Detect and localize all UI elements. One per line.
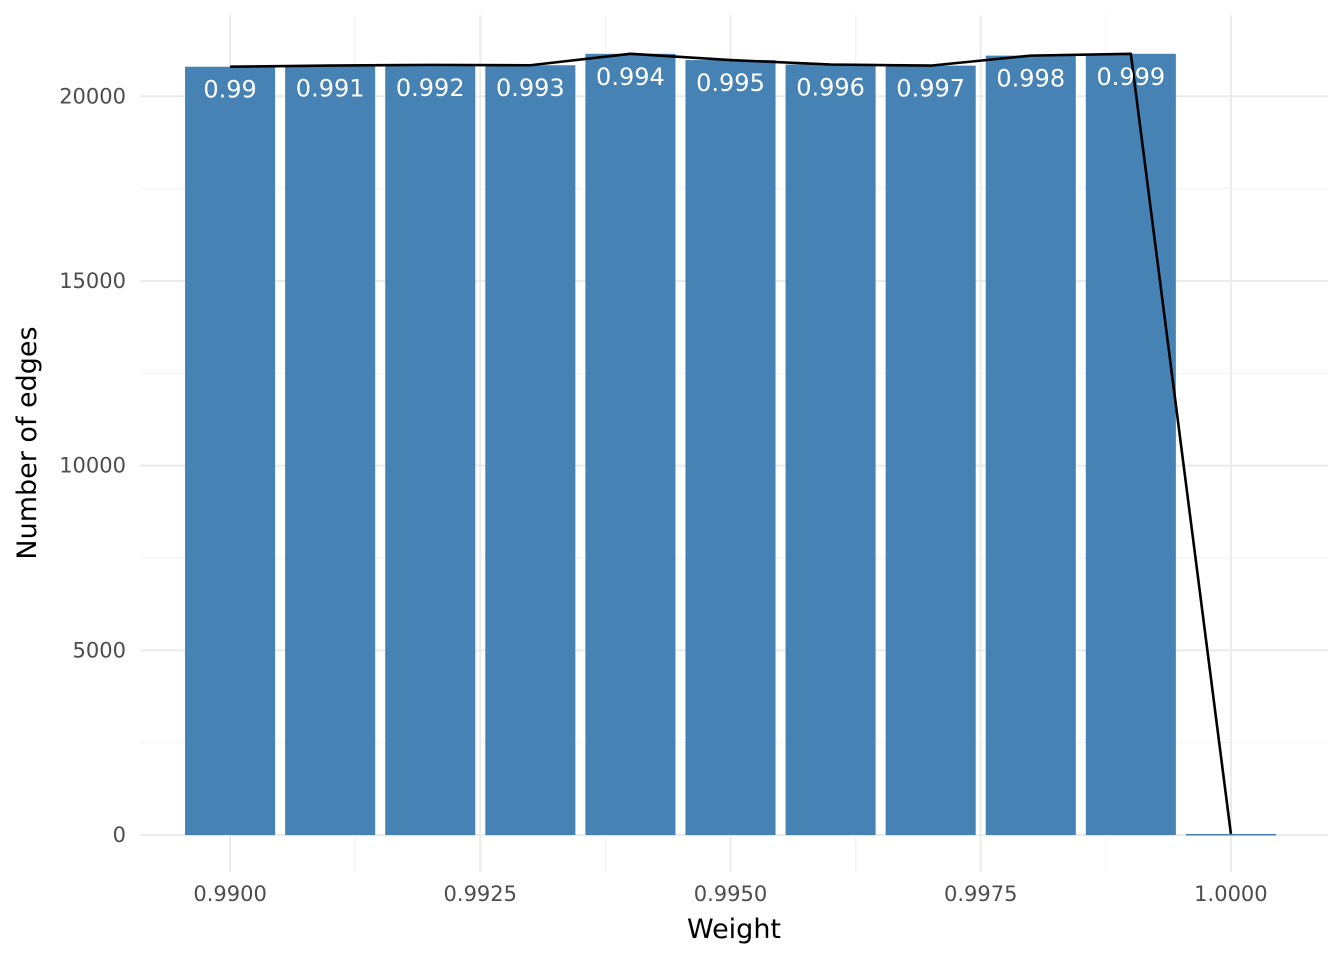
trend-line [230, 52, 1233, 835]
bar-value-label: 0.991 [296, 75, 365, 103]
bar [585, 53, 676, 836]
bar [785, 64, 876, 836]
bar-value-label: 0.992 [396, 74, 465, 102]
x-tick-label: 0.9925 [444, 882, 517, 906]
x-tick-label: 0.9950 [694, 882, 767, 906]
x-axis-ticks: 0.9900 0.9925 0.9950 0.9975 1.0000 [193, 882, 1267, 906]
bar-value-label: 0.999 [1096, 63, 1165, 91]
x-axis-title: Weight [687, 914, 781, 945]
bar [685, 60, 776, 836]
x-tick-label: 0.9900 [193, 882, 266, 906]
y-tick-label: 5000 [73, 638, 126, 662]
bar [485, 65, 576, 836]
bar-value-label: 0.993 [496, 74, 565, 102]
bar [1185, 833, 1276, 836]
bar-value-label: 0.995 [696, 69, 765, 97]
bar-labels: 0.99 0.991 0.992 0.993 0.994 0.995 0.996 0.997 0… [203, 63, 1165, 104]
bar [385, 64, 476, 836]
bar-value-label: 0.996 [796, 73, 865, 101]
y-tick-label: 20000 [59, 84, 126, 108]
bar [185, 66, 276, 836]
bar [285, 65, 376, 836]
bar-value-label: 0.997 [896, 75, 965, 103]
bar-value-label: 0.99 [203, 76, 256, 104]
y-tick-label: 10000 [59, 454, 126, 478]
y-axis-ticks: 0 5000 10000 15000 20000 [59, 84, 126, 847]
bar [985, 55, 1076, 836]
bar-value-label: 0.994 [596, 63, 665, 91]
trend-line-layer [230, 52, 1233, 835]
bar-value-label: 0.998 [996, 65, 1065, 93]
y-tick-label: 15000 [59, 269, 126, 293]
bar [1085, 53, 1176, 836]
bars [185, 53, 1276, 836]
x-tick-label: 0.9975 [944, 882, 1017, 906]
x-tick-label: 1.0000 [1194, 882, 1267, 906]
y-axis-title: Number of edges [12, 326, 43, 559]
y-tick-label: 0 [113, 823, 126, 847]
bar [885, 65, 976, 836]
